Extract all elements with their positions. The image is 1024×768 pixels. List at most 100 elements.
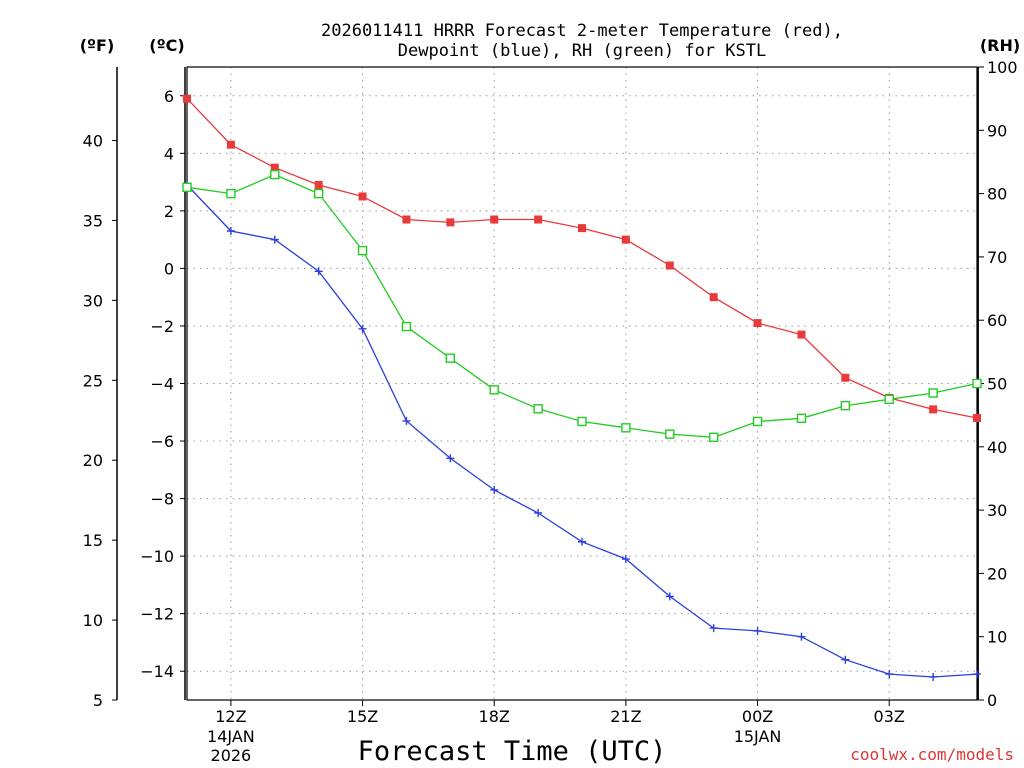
rh-marker xyxy=(621,423,631,433)
rh-tick-label: 30 xyxy=(987,501,1007,520)
fahrenheit-tick-label: 5 xyxy=(93,691,103,710)
celsius-tick-label: −8 xyxy=(150,490,174,509)
celsius-tick-label: 6 xyxy=(164,87,174,106)
rh-marker xyxy=(665,429,675,439)
dewpoint-marker xyxy=(270,235,279,244)
dewpoint-marker xyxy=(665,592,674,601)
rh-tick-label: 0 xyxy=(987,691,997,710)
temperature-marker xyxy=(314,180,323,189)
rh-marker xyxy=(226,188,236,199)
x-tick-year-label: 2026 xyxy=(211,746,252,765)
temperature-marker xyxy=(183,94,191,103)
x-axis-title: Forecast Time (UTC) xyxy=(358,736,667,767)
rh-marker xyxy=(270,169,280,180)
x-tick-label: 18Z xyxy=(479,707,510,726)
rh-marker xyxy=(445,353,456,363)
temperature-marker xyxy=(929,405,938,414)
chart-title-line1: 2026011411 HRRR Forecast 2-meter Tempera… xyxy=(321,21,843,41)
dewpoint-marker xyxy=(797,632,806,641)
axis-ticks: 6420−2−4−6−8−10−12−144035302520151051009… xyxy=(83,58,1018,765)
temperature-marker xyxy=(709,293,718,302)
rh-tick-label: 20 xyxy=(987,564,1007,583)
temperature-marker xyxy=(665,261,674,270)
rh-marker xyxy=(752,416,763,427)
celsius-tick-label: −4 xyxy=(150,375,174,394)
rh-marker xyxy=(840,400,851,411)
celsius-tick-label: −12 xyxy=(140,605,174,624)
fahrenheit-tick-label: 20 xyxy=(83,451,103,470)
rh-marker xyxy=(182,182,192,192)
rh-marker xyxy=(796,413,807,424)
x-tick-label: 15Z xyxy=(347,707,378,726)
fahrenheit-tick-label: 25 xyxy=(83,371,103,390)
dewpoint-marker xyxy=(885,670,894,679)
temperature-marker xyxy=(270,163,279,172)
dewpoint-marker xyxy=(402,416,411,425)
celsius-tick-label: 0 xyxy=(164,259,174,278)
dewpoint-marker xyxy=(226,227,235,236)
temperature-marker xyxy=(578,224,586,233)
temperature-marker xyxy=(490,215,499,224)
rh-marker xyxy=(533,404,543,414)
fahrenheit-tick-label: 40 xyxy=(83,132,103,151)
temperature-marker xyxy=(534,215,543,224)
x-tick-date-label: 14JAN xyxy=(207,727,255,746)
rh-unit-label: (RH) xyxy=(980,36,1020,55)
rh-tick-label: 70 xyxy=(987,248,1007,267)
x-tick-label: 21Z xyxy=(610,707,641,726)
rh-marker xyxy=(884,394,894,405)
dewpoint-marker xyxy=(929,672,938,681)
temperature-marker xyxy=(973,414,981,423)
temperature-marker xyxy=(446,218,455,227)
rh-marker xyxy=(972,378,982,389)
dewpoint-marker xyxy=(973,670,981,679)
dewpoint-marker xyxy=(753,626,762,635)
temperature-marker xyxy=(621,235,630,244)
celsius-tick-label: 4 xyxy=(164,144,174,163)
rh-tick-label: 90 xyxy=(987,121,1007,140)
dewpoint-marker xyxy=(446,454,455,463)
dewpoint-marker xyxy=(578,537,586,546)
celsius-tick-label: −6 xyxy=(150,432,174,451)
temperature-marker xyxy=(797,330,806,339)
dewpoint-marker xyxy=(841,655,850,664)
dewpoint-marker xyxy=(358,324,367,333)
dewpoint-line xyxy=(186,184,978,678)
credit-text: coolwx.com/models xyxy=(850,745,1014,764)
rh-marker xyxy=(401,321,412,332)
x-tick-label: 12Z xyxy=(215,707,246,726)
temperature-marker xyxy=(753,319,762,328)
rh-tick-label: 60 xyxy=(987,311,1007,330)
fahrenheit-tick-label: 35 xyxy=(83,211,103,230)
celsius-unit-label: (ºC) xyxy=(149,36,184,55)
rh-marker xyxy=(489,385,499,395)
rh-marker xyxy=(577,416,587,427)
rh-marker xyxy=(313,188,324,199)
rh-marker xyxy=(708,432,719,443)
chart-title-line2: Dewpoint (blue), RH (green) for KSTL xyxy=(398,41,766,61)
fahrenheit-tick-label: 30 xyxy=(83,291,103,310)
x-tick-label: 03Z xyxy=(874,707,905,726)
rh-tick-label: 40 xyxy=(987,438,1007,457)
fahrenheit-tick-label: 15 xyxy=(83,531,103,550)
temperature-marker xyxy=(841,373,850,382)
x-tick-date-label: 15JAN xyxy=(734,727,782,746)
rh-line xyxy=(186,173,978,438)
dewpoint-marker xyxy=(621,555,630,564)
fahrenheit-unit-label: (ºF) xyxy=(80,36,115,55)
celsius-tick-label: −14 xyxy=(140,662,174,681)
rh-marker xyxy=(928,388,938,398)
rh-tick-label: 10 xyxy=(987,628,1007,647)
temperature-line xyxy=(186,98,978,419)
dewpoint-marker xyxy=(490,485,499,494)
grid-lines xyxy=(187,67,977,700)
rh-marker xyxy=(357,245,368,256)
celsius-tick-label: −2 xyxy=(150,317,174,336)
data-series xyxy=(182,94,982,681)
temperature-marker xyxy=(358,192,367,201)
dewpoint-marker xyxy=(534,508,543,517)
temperature-marker xyxy=(402,215,411,224)
celsius-tick-label: −10 xyxy=(140,547,174,566)
rh-tick-label: 50 xyxy=(987,375,1007,394)
